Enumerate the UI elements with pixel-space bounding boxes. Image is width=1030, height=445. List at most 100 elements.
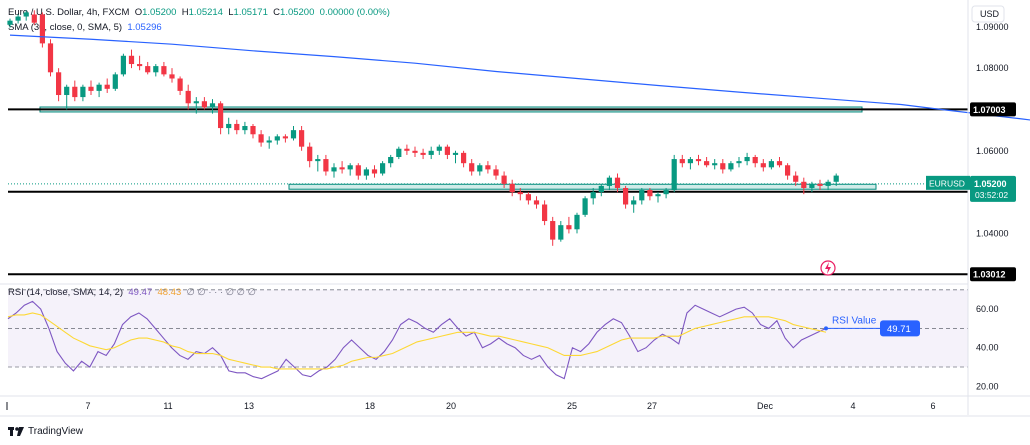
price-tick-0: 1.09000 [976, 22, 1009, 32]
candle-body-102 [833, 175, 839, 182]
candle-body-90 [736, 161, 742, 164]
candle-body-60 [493, 169, 499, 176]
time-tick-0: 7 [85, 401, 90, 411]
rsi-legend-value: 49.47 [128, 287, 153, 298]
time-tick-2: 13 [244, 401, 254, 411]
candle-body-47 [388, 156, 394, 164]
candle-body-15 [128, 55, 135, 65]
candle-body-30 [250, 126, 256, 135]
candle-body-50 [412, 150, 418, 153]
rsi-value-badge: 49.71 [887, 324, 911, 335]
rsi-line [7, 300, 827, 380]
candle-body-8 [72, 86, 78, 98]
candle-body-37 [307, 146, 313, 162]
level-badge-bg-2 [970, 267, 1016, 282]
candle-body-40 [331, 167, 337, 172]
rsi-tick-2: 20.00 [976, 381, 999, 391]
candle-body-62 [509, 183, 515, 193]
candle-body-56 [461, 152, 467, 164]
rsi-tick-1: 40.00 [976, 343, 999, 353]
candle-body-85 [695, 159, 702, 162]
candle-body-96 [785, 165, 791, 176]
candle-body-87 [712, 163, 718, 166]
candle-body-83 [679, 159, 685, 164]
symbol-title: Euro / U.S. Dollar, 4h, FXCM [8, 7, 130, 18]
candle-body-43 [355, 165, 361, 176]
rsi-value-badge-bg [880, 320, 920, 337]
candle-body-77 [631, 200, 637, 205]
time-tick-6: 27 [647, 401, 657, 411]
candle-body-66 [542, 204, 548, 222]
candle-body-5 [47, 43, 54, 73]
symbol-legend[interactable]: Euro / U.S. Dollar, 4h, FXCM O1.05200 H1… [8, 7, 390, 18]
rsi-tick-0: 60.00 [976, 304, 999, 314]
candle-body-45 [371, 169, 378, 174]
candle-body-44 [363, 169, 369, 176]
candle-body-75 [614, 177, 621, 188]
time-tick-9: 6 [930, 401, 935, 411]
candle-body-61 [501, 175, 507, 184]
currency-box [971, 5, 1005, 23]
candle-body-55 [452, 152, 459, 155]
candle-body-28 [234, 123, 240, 131]
candle-body-13 [112, 74, 118, 89]
candle-body-84 [687, 159, 693, 164]
candle-body-11 [96, 84, 102, 91]
rsi-annotation: RSI Value [832, 315, 877, 326]
candle-body-22 [185, 90, 191, 104]
rsi-ma-legend-value: 48.43 [157, 287, 182, 298]
candle-body-10 [88, 86, 94, 91]
rsi-ma-line [7, 312, 827, 370]
candle-body-57 [469, 163, 475, 172]
candle-body-69 [566, 225, 572, 230]
price-badge-countdown: 03:52:02 [975, 190, 1008, 200]
candle-body-89 [728, 163, 734, 170]
level-badge-0: 1.07003 [973, 105, 1006, 115]
price-tick-3: 1.04000 [976, 228, 1009, 238]
candle-body-24 [201, 101, 207, 108]
candle-body-36 [299, 130, 305, 147]
sma-legend[interactable]: SMA (30, close, 0, SMA, 5) 1.05296 [8, 22, 162, 33]
candle-body-9 [80, 86, 86, 98]
sma-line [9, 34, 1030, 121]
candle-body-21 [177, 78, 183, 91]
candle-body-26 [218, 103, 224, 129]
brand-name: TradingView [28, 426, 84, 437]
currency-label: USD [980, 9, 1000, 19]
candle-body-12 [104, 84, 110, 89]
candle-body-46 [380, 163, 386, 174]
candle-body-38 [315, 159, 321, 162]
candle-body-20 [169, 74, 175, 79]
candle-body-39 [323, 159, 329, 172]
candle-body-49 [404, 148, 410, 151]
high-value: 1.05214 [188, 7, 223, 18]
candle-body-71 [582, 198, 588, 215]
sma-legend-label: SMA (30, close, 0, SMA, 5) [8, 22, 123, 33]
level-badge-2: 1.03012 [973, 270, 1006, 280]
candle-body-74 [606, 177, 612, 186]
symbol-badge: EURUSD [929, 178, 965, 188]
candle-body-48 [396, 148, 402, 157]
sma-legend-value: 1.05296 [127, 22, 162, 33]
tradingview-logo[interactable]: TradingView [8, 426, 83, 437]
candle-body-72 [590, 192, 596, 199]
candle-body-86 [704, 161, 710, 166]
candle-body-59 [485, 165, 491, 170]
price-tick-2: 1.06000 [976, 146, 1009, 156]
time-tick-7: Dec [757, 401, 774, 411]
candle-body-95 [776, 161, 783, 166]
candle-body-97 [793, 175, 799, 182]
price-badge-value: 1.05200 [974, 179, 1007, 189]
candle-body-101 [825, 181, 831, 186]
candle-body-34 [282, 136, 288, 139]
candle-body-31 [258, 134, 264, 143]
candle-body-51 [420, 152, 426, 155]
candle-body-99 [809, 183, 815, 188]
rsi-legend[interactable]: RSI (14, close, SMA, 14, 2) 49.47 48.43 … [8, 287, 256, 298]
time-tick-4: 20 [446, 401, 456, 411]
candle-body-0 [7, 20, 13, 25]
change-value: 0.00000 (0.00%) [319, 7, 390, 18]
candle-body-7 [64, 86, 70, 96]
